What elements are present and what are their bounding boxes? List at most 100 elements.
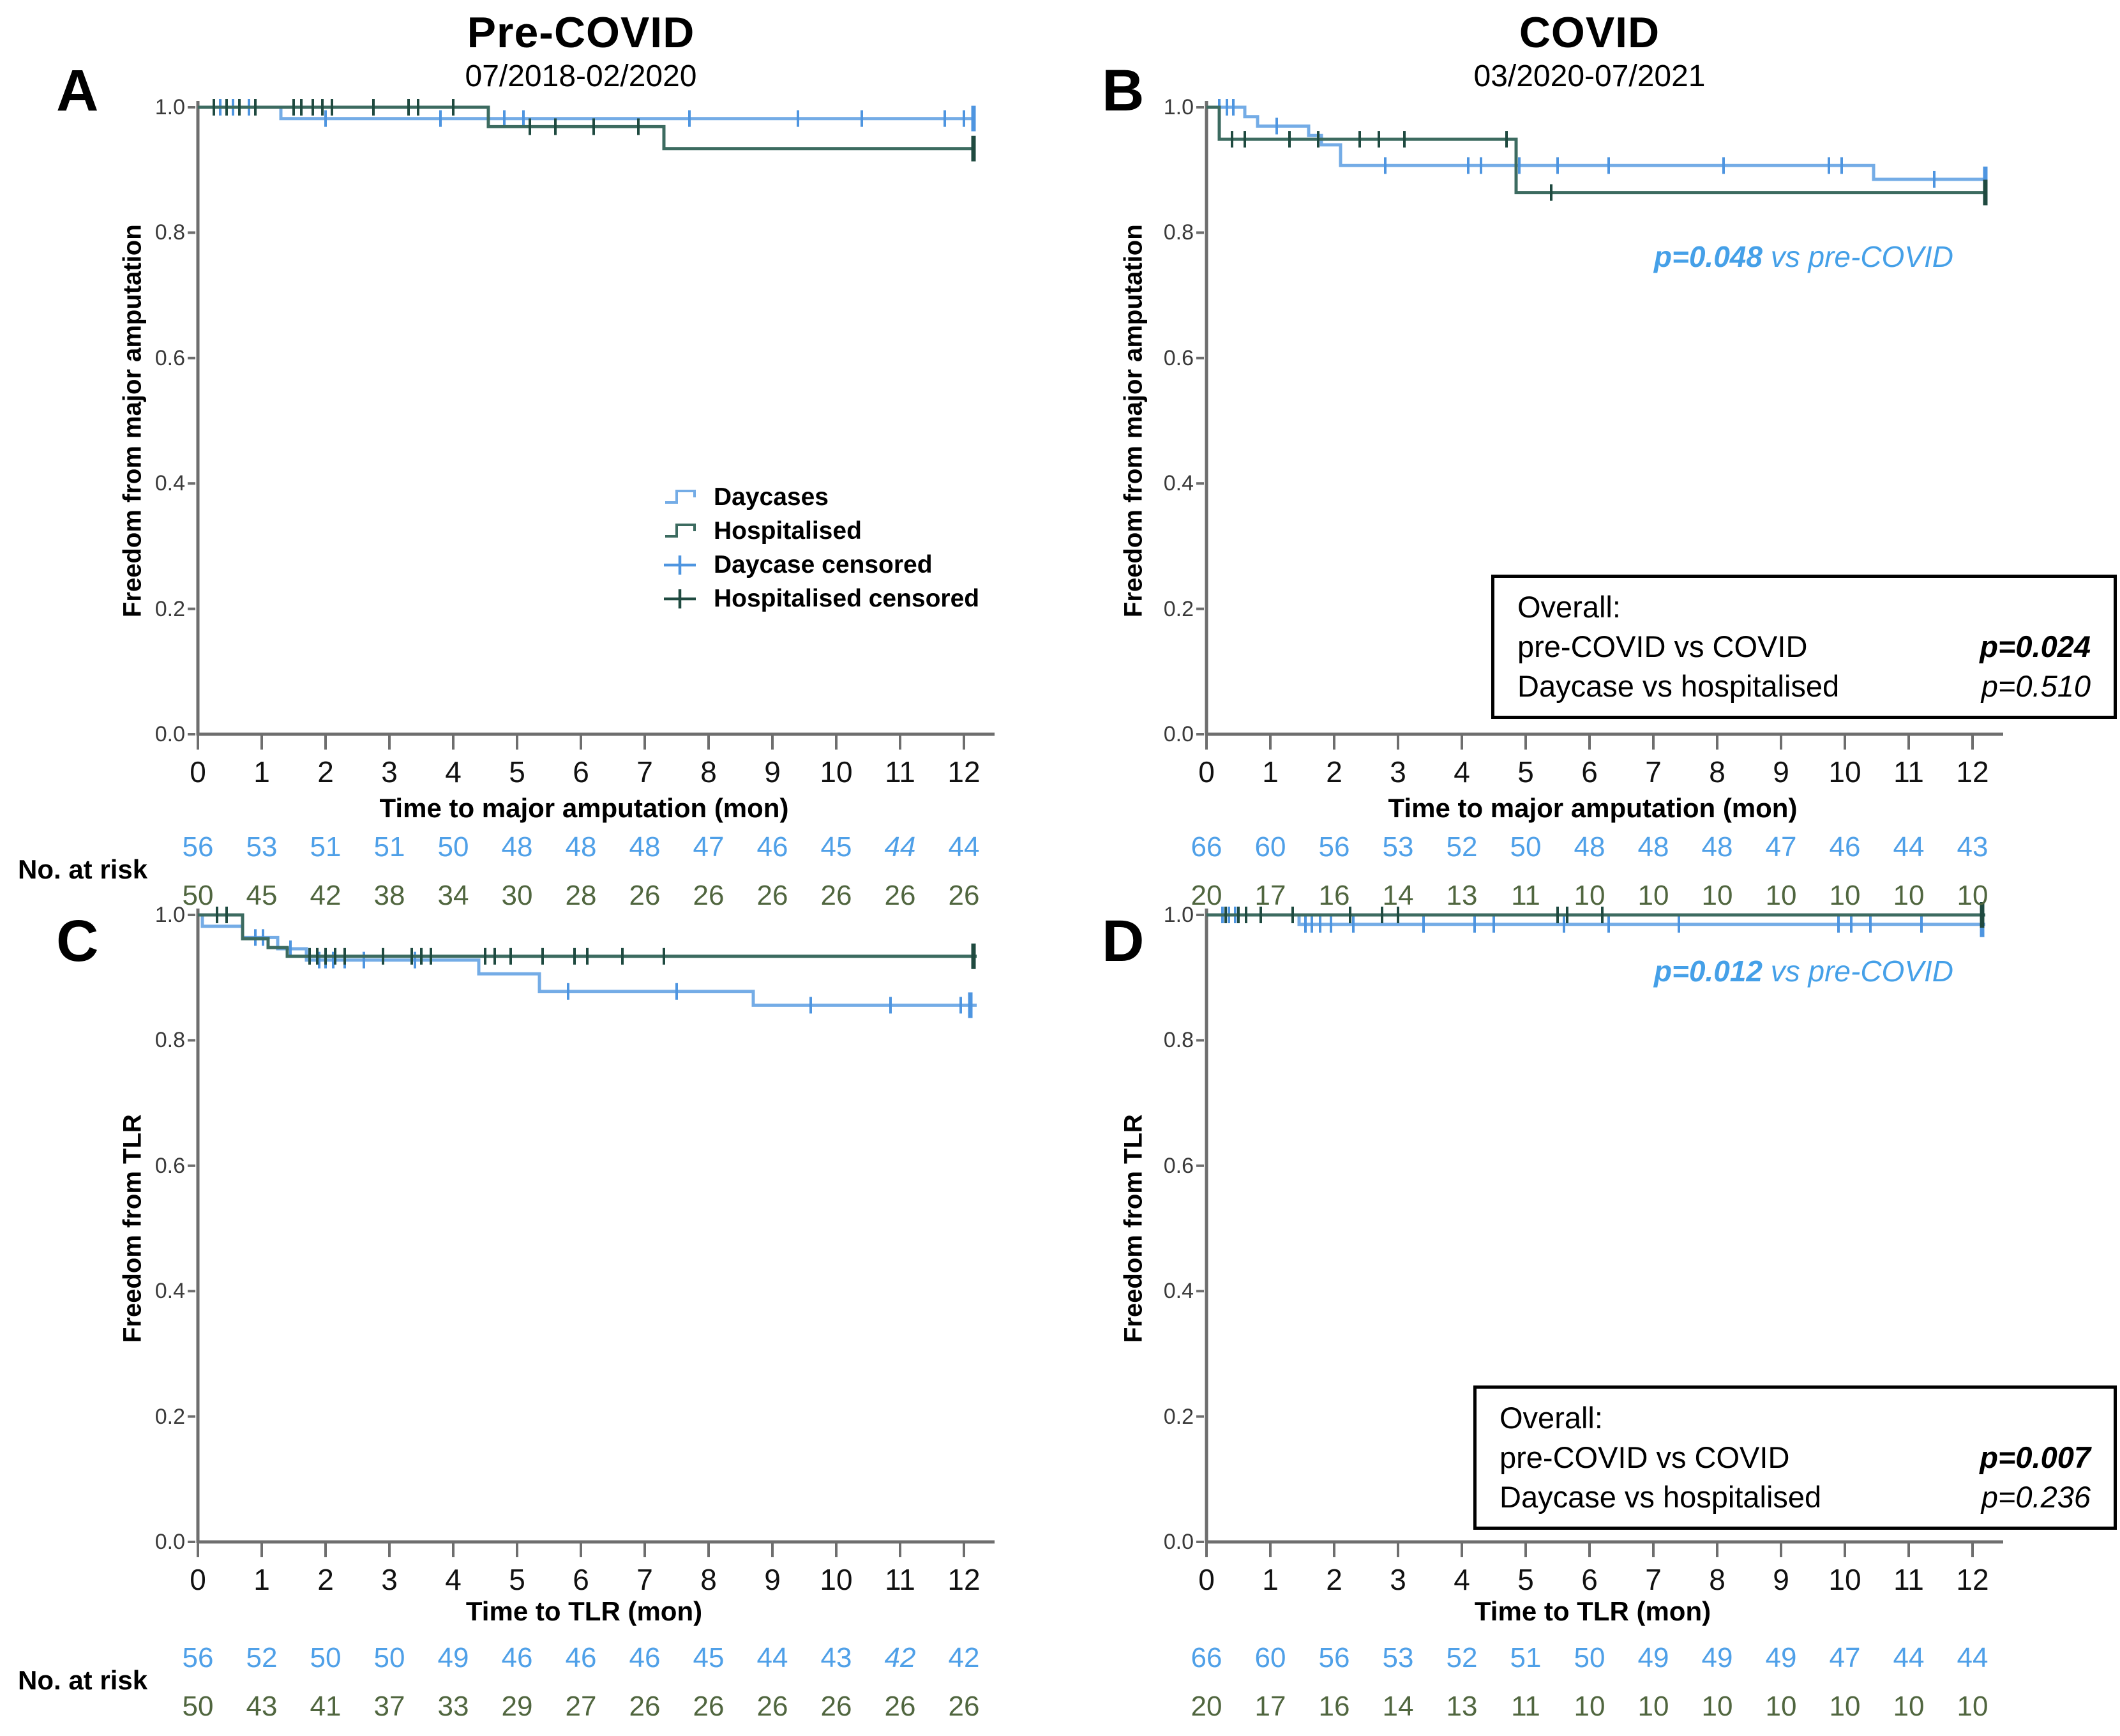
- x-tick-label: 7: [636, 1563, 653, 1596]
- at-risk-value-daycase: 45: [693, 1642, 725, 1673]
- at-risk-value-hospitalised: 17: [1254, 880, 1286, 911]
- at-risk-value-daycase: 48: [1701, 831, 1733, 863]
- at-risk-value-daycase: 48: [629, 831, 661, 863]
- at-risk-value-hospitalised: 41: [310, 1691, 342, 1722]
- overall-stats-box-d: Overall: pre-COVID vs COVID p=0.007 Dayc…: [1473, 1385, 2117, 1530]
- at-risk-value-hospitalised: 50: [182, 1691, 214, 1722]
- at-risk-value-daycase: 43: [820, 1642, 852, 1673]
- y-tick-label: 0.8: [154, 220, 185, 245]
- at-risk-value-daycase: 48: [501, 831, 533, 863]
- y-tick-label: 0.8: [1163, 1028, 1194, 1053]
- y-tick-label: 0.8: [154, 1028, 185, 1053]
- at-risk-value-hospitalised: 26: [693, 880, 725, 911]
- x-tick-label: 10: [1828, 1563, 1861, 1596]
- x-tick-label: 11: [1893, 755, 1924, 789]
- km-curve-hospitalised: [198, 105, 974, 151]
- at-risk-value-daycase: 50: [1574, 1642, 1605, 1673]
- at-risk-value-hospitalised: 10: [1637, 880, 1669, 911]
- at-risk-value-daycase: 42: [948, 1642, 980, 1673]
- y-tick-label: 0.6: [154, 345, 185, 370]
- y-tick-label: 0.0: [154, 1530, 185, 1554]
- no-at-risk-label-top: No. at risk: [18, 854, 148, 884]
- at-risk-value-hospitalised: 10: [1893, 1691, 1925, 1722]
- at-risk-value-hospitalised: 45: [246, 880, 278, 911]
- x-tick-label: 10: [1828, 755, 1861, 789]
- x-tick-label: 12: [1956, 1563, 1989, 1596]
- y-tick-label: 0.4: [1163, 1279, 1194, 1304]
- at-risk-value-daycase: 44: [948, 831, 980, 863]
- y-tick-label: 0.6: [1163, 345, 1194, 370]
- at-risk-value-daycase: 44: [1893, 831, 1925, 863]
- at-risk-value-daycase: 44: [884, 831, 916, 863]
- x-tick-label: 6: [1581, 755, 1598, 789]
- x-tick-label: 10: [820, 1563, 853, 1596]
- x-tick-label: 4: [1454, 1563, 1470, 1596]
- at-risk-value-daycase: 44: [1957, 1642, 1988, 1673]
- at-risk-value-daycase: 50: [373, 1642, 405, 1673]
- at-risk-value-daycase: 50: [437, 831, 469, 863]
- legend-item-daycase-censored: Daycase censored: [663, 551, 979, 578]
- at-risk-value-daycase: 47: [1765, 831, 1797, 863]
- x-tick-label: 1: [1262, 755, 1279, 789]
- at-risk-value-hospitalised: 38: [373, 880, 405, 911]
- daycase-censor-icon: [664, 555, 696, 575]
- x-tick-label: 4: [445, 755, 462, 789]
- at-risk-value-daycase: 48: [1637, 831, 1669, 863]
- y-tick-label: 0.0: [1163, 1530, 1194, 1554]
- at-risk-value-hospitalised: 28: [565, 880, 597, 911]
- at-risk-value-daycase: 46: [756, 831, 788, 863]
- no-at-risk-label-bottom: No. at risk: [18, 1665, 148, 1695]
- at-risk-value-hospitalised: 13: [1446, 880, 1478, 911]
- x-tick-label: 2: [317, 1563, 334, 1596]
- at-risk-value-hospitalised: 26: [948, 1691, 980, 1722]
- x-tick-label: 2: [1326, 755, 1342, 789]
- legend-label: Hospitalised: [714, 517, 862, 545]
- at-risk-value-daycase: 49: [437, 1642, 469, 1673]
- legend-item-hospitalised-censored: Hospitalised censored: [663, 585, 979, 612]
- at-risk-value-hospitalised: 26: [756, 1691, 788, 1722]
- hospitalised-step-line-icon: [665, 524, 696, 538]
- at-risk-value-daycase: 44: [756, 1642, 788, 1673]
- at-risk-value-hospitalised: 26: [629, 1691, 661, 1722]
- at-risk-value-hospitalised: 17: [1254, 1691, 1286, 1722]
- p-note-panel-d: p=0.012 vs pre-COVID: [1654, 954, 1953, 988]
- at-risk-value-hospitalised: 10: [1701, 1691, 1733, 1722]
- x-tick-label: 9: [764, 755, 781, 789]
- overall-title: Overall:: [1517, 590, 1621, 624]
- at-risk-value-daycase: 53: [1382, 831, 1414, 863]
- at-risk-value-hospitalised: 10: [1893, 880, 1925, 911]
- legend-label: Daycase censored: [714, 551, 933, 578]
- at-risk-value-daycase: 56: [1318, 831, 1350, 863]
- y-tick-label: 0.8: [1163, 220, 1194, 245]
- at-risk-value-hospitalised: 10: [1829, 1691, 1861, 1722]
- x-tick-label: 11: [1893, 1563, 1924, 1596]
- km-curve-hospitalised: [1207, 105, 1985, 195]
- x-axis-title-c: Time to TLR (mon): [465, 1596, 703, 1626]
- overall-stats-box-b: Overall: pre-COVID vs COVID p=0.024 Dayc…: [1491, 575, 2117, 719]
- x-tick-label: 3: [381, 1563, 398, 1596]
- x-tick-label: 9: [1773, 755, 1789, 789]
- at-risk-value-hospitalised: 34: [437, 880, 469, 911]
- y-tick-label: 0.4: [1163, 471, 1194, 496]
- x-axis-title-d: Time to TLR (mon): [1474, 1596, 1711, 1626]
- p-value: p=0.012: [1653, 955, 1763, 988]
- hospitalised-censor-icon: [664, 589, 696, 608]
- y-tick-label: 1.0: [154, 95, 185, 119]
- x-tick-label: 4: [445, 1563, 462, 1596]
- at-risk-value-hospitalised: 26: [756, 880, 788, 911]
- overall-title: Overall:: [1500, 1401, 1603, 1435]
- km-curve-hospitalised: [198, 913, 977, 958]
- x-tick-label: 9: [1773, 1563, 1789, 1596]
- y-tick-label: 0.4: [154, 471, 185, 496]
- panel-letter-c: C: [56, 909, 99, 974]
- at-risk-value-daycase: 51: [310, 831, 342, 863]
- at-risk-value-hospitalised: 37: [373, 1691, 405, 1722]
- at-risk-value-daycase: 53: [1382, 1642, 1414, 1673]
- at-risk-value-hospitalised: 26: [693, 1691, 725, 1722]
- at-risk-value-hospitalised: 10: [1765, 880, 1797, 911]
- p-value: p=0.007: [1980, 1440, 2091, 1474]
- x-axis-title-b: Time to major amputation (mon): [1388, 793, 1798, 823]
- at-risk-value-hospitalised: 20: [1191, 1691, 1222, 1722]
- legend-label: Hospitalised censored: [714, 585, 980, 612]
